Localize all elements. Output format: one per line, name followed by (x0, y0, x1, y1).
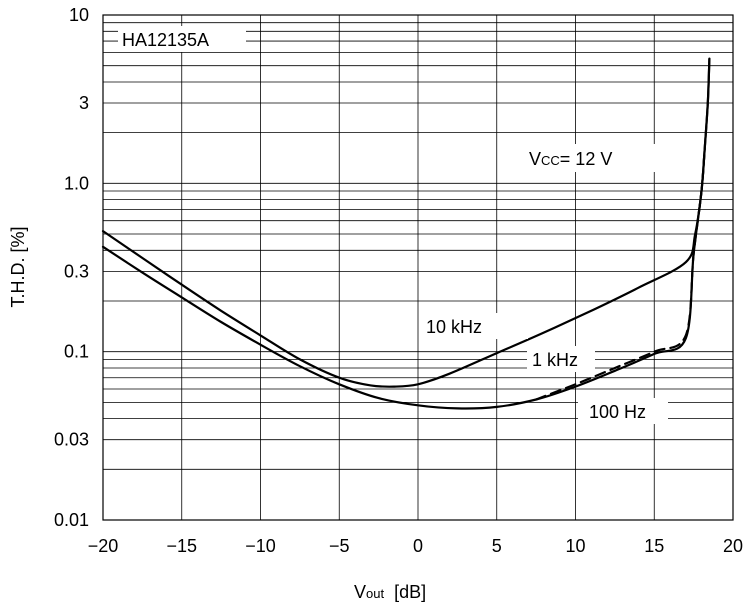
y-tick-label: 0.1 (64, 342, 89, 362)
x-axis-label-sub: out (366, 586, 384, 601)
label-10khz-bg (424, 313, 528, 339)
y-tick-label: 3 (79, 93, 89, 113)
series-label-100hz: 100 Hz (589, 402, 646, 422)
series-group (101, 57, 711, 410)
x-tick-label: −5 (329, 536, 350, 556)
chart-title-box (118, 26, 246, 52)
x-tick-label: 15 (644, 536, 664, 556)
y-tick-label: 0.03 (54, 430, 89, 450)
series-line-100-hz (535, 147, 706, 401)
series-label-1khz: 1 kHz (532, 350, 578, 370)
series-line-1-khz (101, 57, 711, 410)
vcc-annotation-bg (524, 144, 658, 172)
x-tick-label: −20 (88, 536, 119, 556)
x-tick-label: 20 (723, 536, 743, 556)
y-tick-label: 0.01 (54, 510, 89, 530)
label-100hz-bg (578, 398, 668, 424)
plot-frame (102, 14, 734, 521)
y-tick-label: 0.3 (64, 261, 89, 281)
chart-title: HA12135A (122, 30, 209, 50)
y-tick-label: 1.0 (64, 173, 89, 193)
vcc-sub: CC (541, 153, 560, 168)
x-axis-label-unit: [dB] (394, 582, 426, 602)
x-tick-label: −10 (245, 536, 276, 556)
y-tick-label: 10 (69, 5, 89, 25)
x-tick-label: 0 (413, 536, 423, 556)
grid (102, 15, 734, 520)
x-axis-label: Vout [dB] (354, 582, 426, 602)
y-axis-label: T.H.D. [%] (8, 226, 28, 307)
series-line-10-khz (101, 57, 711, 388)
x-tick-label: −15 (166, 536, 197, 556)
vcc-value: = 12 V (560, 149, 613, 169)
series-label-10khz: 10 kHz (426, 317, 482, 337)
tick-labels: −20 −15 −10 −5 0 5 10 15 20 0.01 0.03 0.1 0.3 1.0 3 10 (54, 5, 743, 556)
x-axis-label-main: V (354, 582, 366, 602)
x-tick-label: 10 (565, 536, 585, 556)
vcc-main: V (529, 149, 541, 169)
vcc-annotation: VCC= 12 V (529, 149, 612, 169)
x-tick-label: 5 (492, 536, 502, 556)
label-1khz-bg (527, 346, 595, 372)
